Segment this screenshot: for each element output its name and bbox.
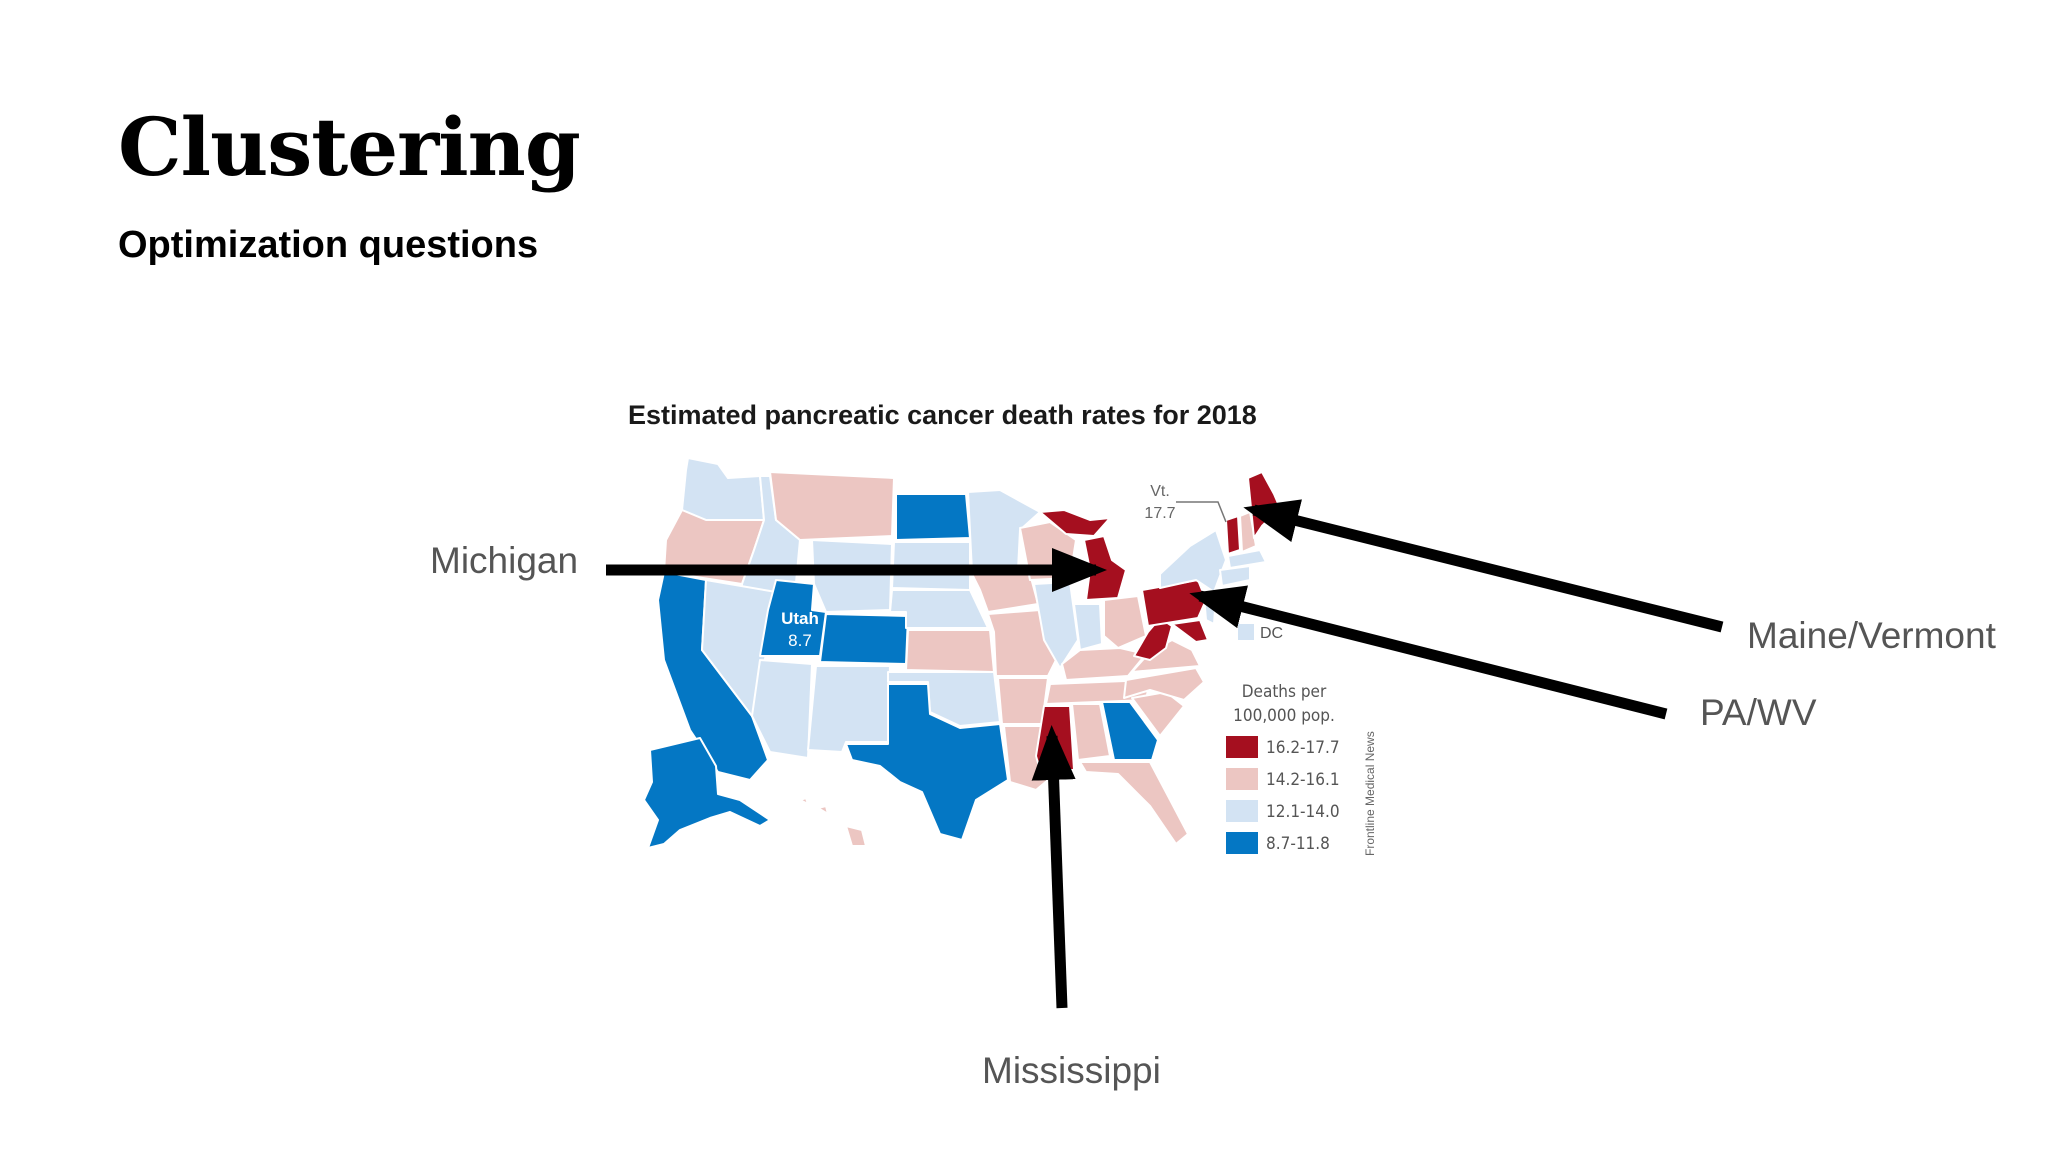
michigan-callout: Michigan — [430, 540, 579, 581]
legend-swatch-2 — [1226, 768, 1258, 790]
source-credit: Frontline Medical News — [1363, 731, 1377, 856]
utah-value: 8.7 — [788, 631, 812, 650]
state-hawaii — [799, 797, 867, 847]
vt-leader-line — [1176, 501, 1227, 523]
state-florida — [1079, 761, 1189, 845]
pa-wv-arrow — [1189, 585, 1668, 720]
legend-label-2: 14.2-16.1 — [1266, 770, 1340, 790]
callout-arrows — [606, 499, 1724, 1009]
map-title: Estimated pancreatic cancer death rates … — [628, 400, 1257, 430]
vt-label: Vt. — [1150, 483, 1170, 500]
dc-label: DC — [1260, 625, 1283, 642]
mississippi-callout: Mississippi — [982, 1050, 1161, 1091]
legend-label-4: 8.7-11.8 — [1266, 834, 1330, 854]
state-new-mexico — [807, 665, 891, 753]
legend-label-1: 16.2-17.7 — [1266, 738, 1340, 758]
state-ohio — [1103, 595, 1147, 649]
dc-swatch — [1238, 624, 1254, 640]
state-alaska — [643, 737, 771, 849]
state-maryland — [1171, 619, 1209, 643]
state-wyoming — [811, 539, 893, 613]
state-maine — [1247, 471, 1281, 539]
state-pennsylvania — [1141, 579, 1207, 627]
state-massachusetts — [1227, 549, 1267, 569]
legend-label-3: 12.1-14.0 — [1266, 802, 1340, 822]
state-indiana — [1073, 603, 1103, 651]
legend-title-line2: 100,000 pop. — [1233, 706, 1335, 726]
maine-vermont-callout: Maine/Vermont — [1747, 615, 1996, 656]
state-georgia — [1101, 701, 1159, 761]
legend-title-line1: Deaths per — [1242, 682, 1327, 702]
state-south-carolina — [1131, 691, 1185, 737]
legend-swatch-1 — [1226, 736, 1258, 758]
state-washington — [681, 457, 765, 521]
legend: Deaths per 100,000 pop. 16.2-17.7 14.2-1… — [1226, 682, 1340, 854]
state-arkansas — [997, 677, 1049, 725]
state-arizona — [751, 659, 813, 759]
state-montana — [769, 471, 895, 541]
state-kansas — [905, 629, 995, 673]
slide-title: Clustering — [118, 100, 581, 194]
state-michigan-upper — [1039, 509, 1111, 537]
state-north-dakota — [895, 493, 971, 541]
pa-wv-callout: PA/WV — [1700, 692, 1817, 733]
state-iowa — [971, 573, 1039, 613]
legend-swatch-3 — [1226, 800, 1258, 822]
vt-value: 17.7 — [1144, 505, 1175, 522]
state-kentucky — [1061, 647, 1147, 681]
state-colorado — [819, 613, 909, 665]
legend-swatch-4 — [1226, 832, 1258, 854]
state-alabama — [1071, 703, 1111, 761]
state-north-carolina — [1123, 667, 1205, 701]
mississippi-arrow — [1031, 725, 1076, 1009]
state-oklahoma — [887, 671, 1001, 727]
maine-vermont-arrow — [1243, 499, 1724, 633]
utah-label: Utah — [781, 609, 819, 628]
slide-subtitle: Optimization questions — [118, 224, 539, 266]
state-nebraska — [889, 589, 989, 629]
state-texas — [845, 683, 1009, 841]
state-vermont — [1225, 515, 1241, 555]
state-connecticut-ri — [1219, 565, 1251, 587]
